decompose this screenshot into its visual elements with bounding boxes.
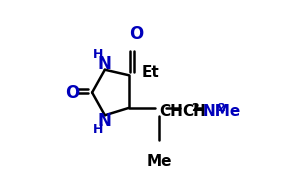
Text: H: H [93, 123, 103, 136]
Text: 2: 2 [191, 103, 199, 113]
Text: N: N [98, 112, 112, 130]
Text: Et: Et [141, 65, 159, 80]
Text: NMe: NMe [202, 104, 241, 119]
Text: 2: 2 [217, 103, 225, 113]
Text: Me: Me [147, 154, 172, 169]
Text: H: H [93, 48, 103, 61]
Text: O: O [65, 83, 79, 102]
Text: CH: CH [182, 104, 206, 119]
Text: N: N [98, 55, 112, 73]
Text: O: O [130, 25, 144, 43]
Text: CH: CH [160, 104, 183, 119]
